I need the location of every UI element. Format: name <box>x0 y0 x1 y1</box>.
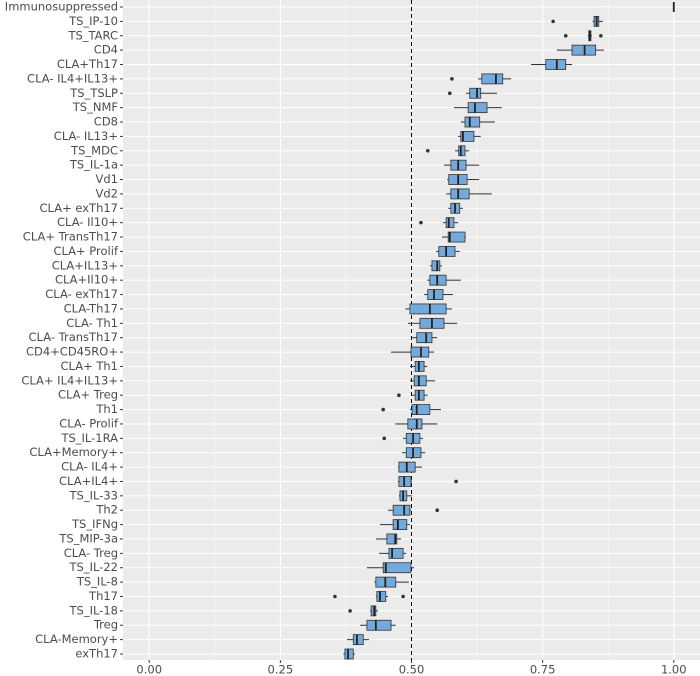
box <box>376 591 387 602</box>
y-tick-label: CLA+IL4+ <box>59 474 118 488</box>
box <box>388 547 404 559</box>
box <box>413 375 427 387</box>
outlier <box>419 220 423 225</box>
y-tick-label: CLA-Memory+ <box>35 632 118 646</box>
outlier <box>599 33 603 38</box>
box <box>481 73 504 85</box>
box <box>407 418 423 430</box>
y-tick-label: Immunosuppressed <box>5 0 118 14</box>
y-tick-label: CLA+ TransTh17 <box>23 230 118 244</box>
x-tick-label: 0.75 <box>530 663 556 676</box>
outlier <box>425 148 430 153</box>
outlier <box>397 393 401 398</box>
y-tick-label: TS_IL-1RA <box>60 431 118 445</box>
box <box>460 130 475 142</box>
box <box>445 217 455 229</box>
x-tick-label: 0.25 <box>268 663 294 676</box>
box <box>447 231 466 243</box>
y-tick-label: CD4+CD45RO+ <box>26 345 118 359</box>
y-tick-label: CLA+Il10+ <box>55 273 118 287</box>
y-tick-label: Th1 <box>95 402 118 416</box>
box <box>386 533 398 545</box>
box <box>352 634 364 646</box>
y-tick-label: CLA- IL4+IL13+ <box>27 71 118 85</box>
box <box>467 102 488 114</box>
box <box>382 562 412 574</box>
y-tick-label: TS_TARC <box>67 28 118 42</box>
y-tick-label: CLA- Prolif <box>59 416 119 430</box>
y-tick-label: Vd2 <box>96 186 118 200</box>
x-tick-label: 1.00 <box>661 663 687 676</box>
y-tick-label: Th17 <box>88 589 118 603</box>
x-tick-label: 0.00 <box>136 663 162 676</box>
box <box>344 648 354 660</box>
outlier <box>381 407 385 412</box>
y-tick-label: TS_MDC <box>70 143 118 157</box>
outlier <box>454 479 458 484</box>
outlier <box>551 19 555 24</box>
box <box>469 87 482 99</box>
box <box>416 332 433 344</box>
y-tick-label: Treg <box>93 618 118 632</box>
y-tick-label: CLA+ Treg <box>58 388 118 402</box>
outlier <box>401 594 405 599</box>
box <box>450 188 470 200</box>
y-tick-label: exTh17 <box>75 647 118 661</box>
outlier <box>435 508 440 513</box>
y-tick-label: TS_NMF <box>72 100 118 114</box>
outlier <box>563 33 568 38</box>
y-tick-label: CLA- TransTh17 <box>29 330 118 344</box>
y-tick-label: CLA+Th17 <box>57 57 118 71</box>
y-tick-label: Vd1 <box>96 172 118 186</box>
outlier <box>348 609 352 613</box>
box <box>411 404 431 415</box>
y-tick-label: TS_TSLP <box>69 86 118 100</box>
box <box>545 59 567 70</box>
y-tick-label: CLA- IL13+ <box>54 129 118 143</box>
outlier <box>447 91 452 96</box>
y-tick-label: CLA- Th1 <box>66 316 118 330</box>
box <box>464 116 481 128</box>
y-tick-label: TS_IP-10 <box>68 14 118 28</box>
y-tick-label: TS_IL-18 <box>69 603 118 617</box>
y-tick-label: TS_IL-8 <box>76 575 118 589</box>
y-tick-label: TS_IL-33 <box>69 488 118 502</box>
y-tick-label: TS_IFNg <box>71 517 118 531</box>
y-tick-label: CLA- IL4+ <box>61 460 118 474</box>
box <box>410 346 430 358</box>
y-tick-label: CLA-Th17 <box>64 301 118 315</box>
y-tick-label: TS_IL-22 <box>69 560 118 574</box>
y-tick-label: CLA- Il10+ <box>57 215 118 229</box>
y-tick-label: CLA+ exTh17 <box>40 201 118 215</box>
y-tick-label: TS_MIP-3a <box>58 531 118 545</box>
outlier <box>382 436 387 441</box>
y-tick-label: CLA+ IL4+IL13+ <box>21 373 118 387</box>
y-tick-label: TS_IL-1a <box>69 158 118 172</box>
y-tick-label: CLA- Treg <box>64 546 118 560</box>
x-tick-label: 0.50 <box>399 663 425 676</box>
box <box>366 619 392 631</box>
box <box>427 289 444 300</box>
y-tick-label: Th2 <box>95 503 118 517</box>
outlier <box>450 77 454 81</box>
y-tick-label: CD4 <box>94 43 118 57</box>
box <box>392 519 408 530</box>
box <box>431 260 441 272</box>
y-tick-label: CLA+ Prolif <box>53 244 118 258</box>
box <box>458 145 466 157</box>
y-tick-label: CLA+Memory+ <box>29 445 118 459</box>
box <box>392 504 411 516</box>
outlier <box>333 594 337 599</box>
y-tick-label: CD8 <box>94 115 118 129</box>
y-tick-label: CLA+IL13+ <box>52 258 118 272</box>
box <box>409 303 447 315</box>
y-tick-label: CLA- exTh17 <box>45 287 118 301</box>
y-tick-label: CLA+ Th1 <box>61 359 119 373</box>
